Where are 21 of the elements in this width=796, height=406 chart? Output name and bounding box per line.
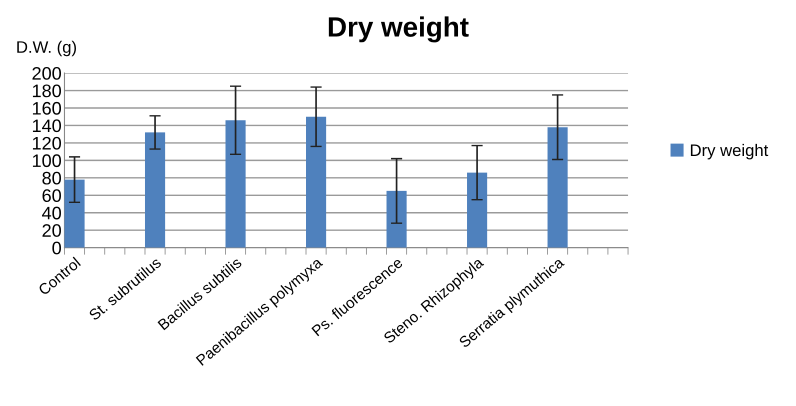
bar xyxy=(225,120,246,248)
bar xyxy=(306,116,326,248)
y-tick-label: 180 xyxy=(32,84,61,98)
y-tick-label: 200 xyxy=(32,67,61,80)
bar xyxy=(467,172,488,248)
y-tick-label: 60 xyxy=(42,189,61,202)
y-tick-label: 0 xyxy=(52,242,61,254)
legend-label: Dry weight xyxy=(690,144,768,160)
bar xyxy=(548,127,568,248)
y-tick-label: 20 xyxy=(42,224,61,237)
bar xyxy=(144,132,166,248)
chart-title: Dry weight xyxy=(328,16,469,42)
bar xyxy=(64,180,85,248)
bar xyxy=(386,190,407,248)
y-tick-label: 140 xyxy=(32,119,61,132)
y-tick-label: 160 xyxy=(32,102,61,115)
y-tick-label: 100 xyxy=(32,154,61,168)
y-axis-title: D.W. (g) xyxy=(17,40,76,56)
y-tick-label: 80 xyxy=(42,172,61,185)
y-tick-label: 120 xyxy=(32,136,61,150)
y-tick-label: 40 xyxy=(42,206,61,220)
